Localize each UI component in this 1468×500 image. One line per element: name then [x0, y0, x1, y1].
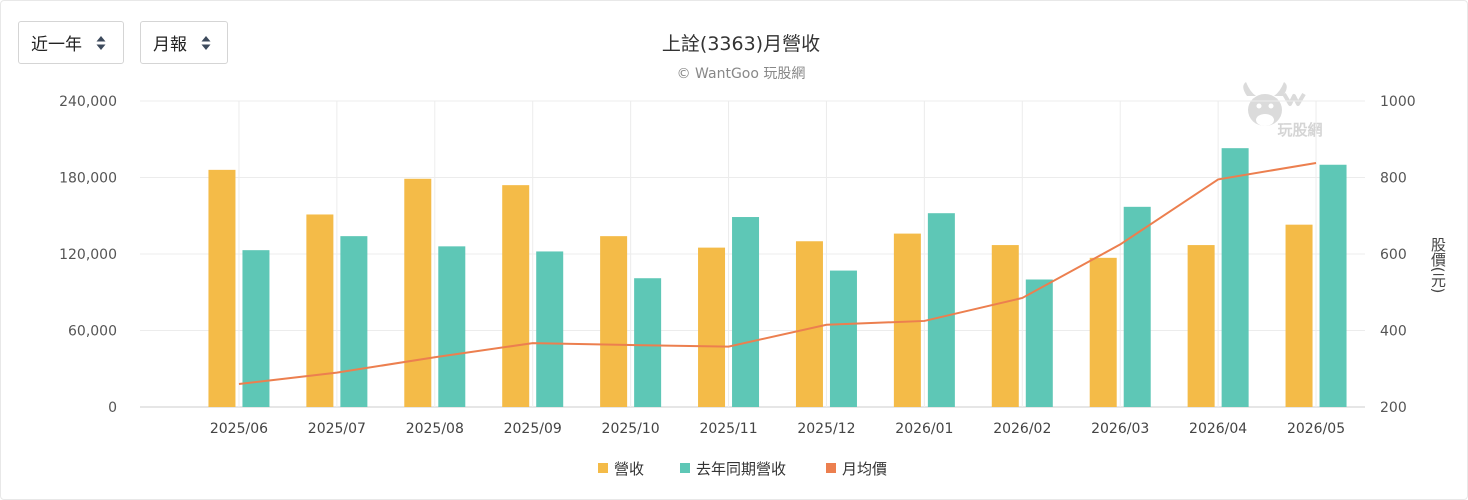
range-select[interactable]: 近一年: [18, 21, 124, 64]
y-left-tick-label: 0: [108, 400, 117, 416]
y-right-tick-label: 600: [1380, 247, 1407, 263]
bar-revenue: [404, 178, 432, 407]
x-tick-label: 2025/09: [504, 421, 562, 437]
chart-title: 上詮(3363)月營收: [662, 33, 820, 55]
y-left-tick-label: 60,000: [68, 324, 117, 340]
wantgoo-cow-logo: [1243, 82, 1306, 126]
bar-last-year-revenue: [1025, 279, 1053, 407]
y-right-tick-label: 200: [1380, 400, 1407, 416]
line-monthly-avg-price: [238, 161, 1317, 386]
bar-last-year-revenue: [634, 278, 662, 407]
range-select-value: 近一年: [31, 35, 82, 55]
legend-swatch: [826, 463, 836, 473]
bar-last-year-revenue: [438, 246, 466, 407]
bar-revenue: [600, 236, 628, 407]
sort-caret-icon: [201, 35, 211, 51]
bar-revenue: [502, 185, 530, 407]
legend-swatch: [680, 463, 690, 473]
bar-revenue: [306, 214, 334, 407]
y-left-tick-label: 240,000: [59, 94, 117, 110]
y-right-axis-label: 股價(元): [1429, 237, 1447, 294]
period-select-value: 月報: [153, 35, 187, 55]
bar-last-year-revenue: [927, 213, 955, 407]
y-right-tick-label: 400: [1380, 324, 1407, 340]
y-right-tick-label: 1000: [1380, 94, 1416, 110]
x-tick-label: 2026/02: [993, 421, 1051, 437]
bar-revenue: [1285, 224, 1313, 407]
x-tick-label: 2026/01: [895, 421, 953, 437]
bar-last-year-revenue: [340, 236, 368, 407]
bar-revenue: [698, 247, 726, 407]
legend-swatch: [598, 463, 608, 473]
x-tick-label: 2025/08: [406, 421, 464, 437]
sort-caret-icon: [96, 35, 106, 51]
bar-revenue: [1187, 245, 1215, 407]
x-tick-label: 2025/10: [602, 421, 660, 437]
bar-last-year-revenue: [1221, 148, 1249, 408]
x-tick-label: 2025/07: [308, 421, 366, 437]
bar-last-year-revenue: [1123, 206, 1151, 407]
legend-label: 去年同期營收: [696, 460, 786, 478]
x-tick-label: 2025/06: [210, 421, 268, 437]
x-tick-label: 2025/12: [797, 421, 855, 437]
bar-revenue: [1089, 257, 1117, 407]
watermark-text: 玩股網: [1277, 121, 1322, 139]
y-right-tick-label: 800: [1380, 171, 1407, 187]
period-select[interactable]: 月報: [140, 21, 228, 64]
x-tick-label: 2026/05: [1287, 421, 1345, 437]
y-left-tick-label: 120,000: [59, 247, 117, 263]
bar-revenue: [208, 169, 236, 407]
x-tick-label: 2026/03: [1091, 421, 1149, 437]
bar-last-year-revenue: [732, 217, 760, 407]
bar-last-year-revenue: [1319, 164, 1347, 407]
x-tick-label: 2025/11: [699, 421, 757, 437]
bar-revenue: [991, 245, 1019, 407]
legend-label: 營收: [614, 460, 644, 478]
bar-revenue: [795, 241, 823, 407]
legend-label: 月均價: [842, 460, 887, 478]
watermark: 玩股網: [1243, 82, 1323, 139]
y-left-tick-label: 180,000: [59, 171, 117, 187]
x-tick-label: 2026/04: [1189, 421, 1247, 437]
bar-last-year-revenue: [829, 270, 857, 407]
bar-last-year-revenue: [536, 251, 564, 407]
chart-subtitle: © WantGoo 玩股網: [677, 66, 806, 82]
